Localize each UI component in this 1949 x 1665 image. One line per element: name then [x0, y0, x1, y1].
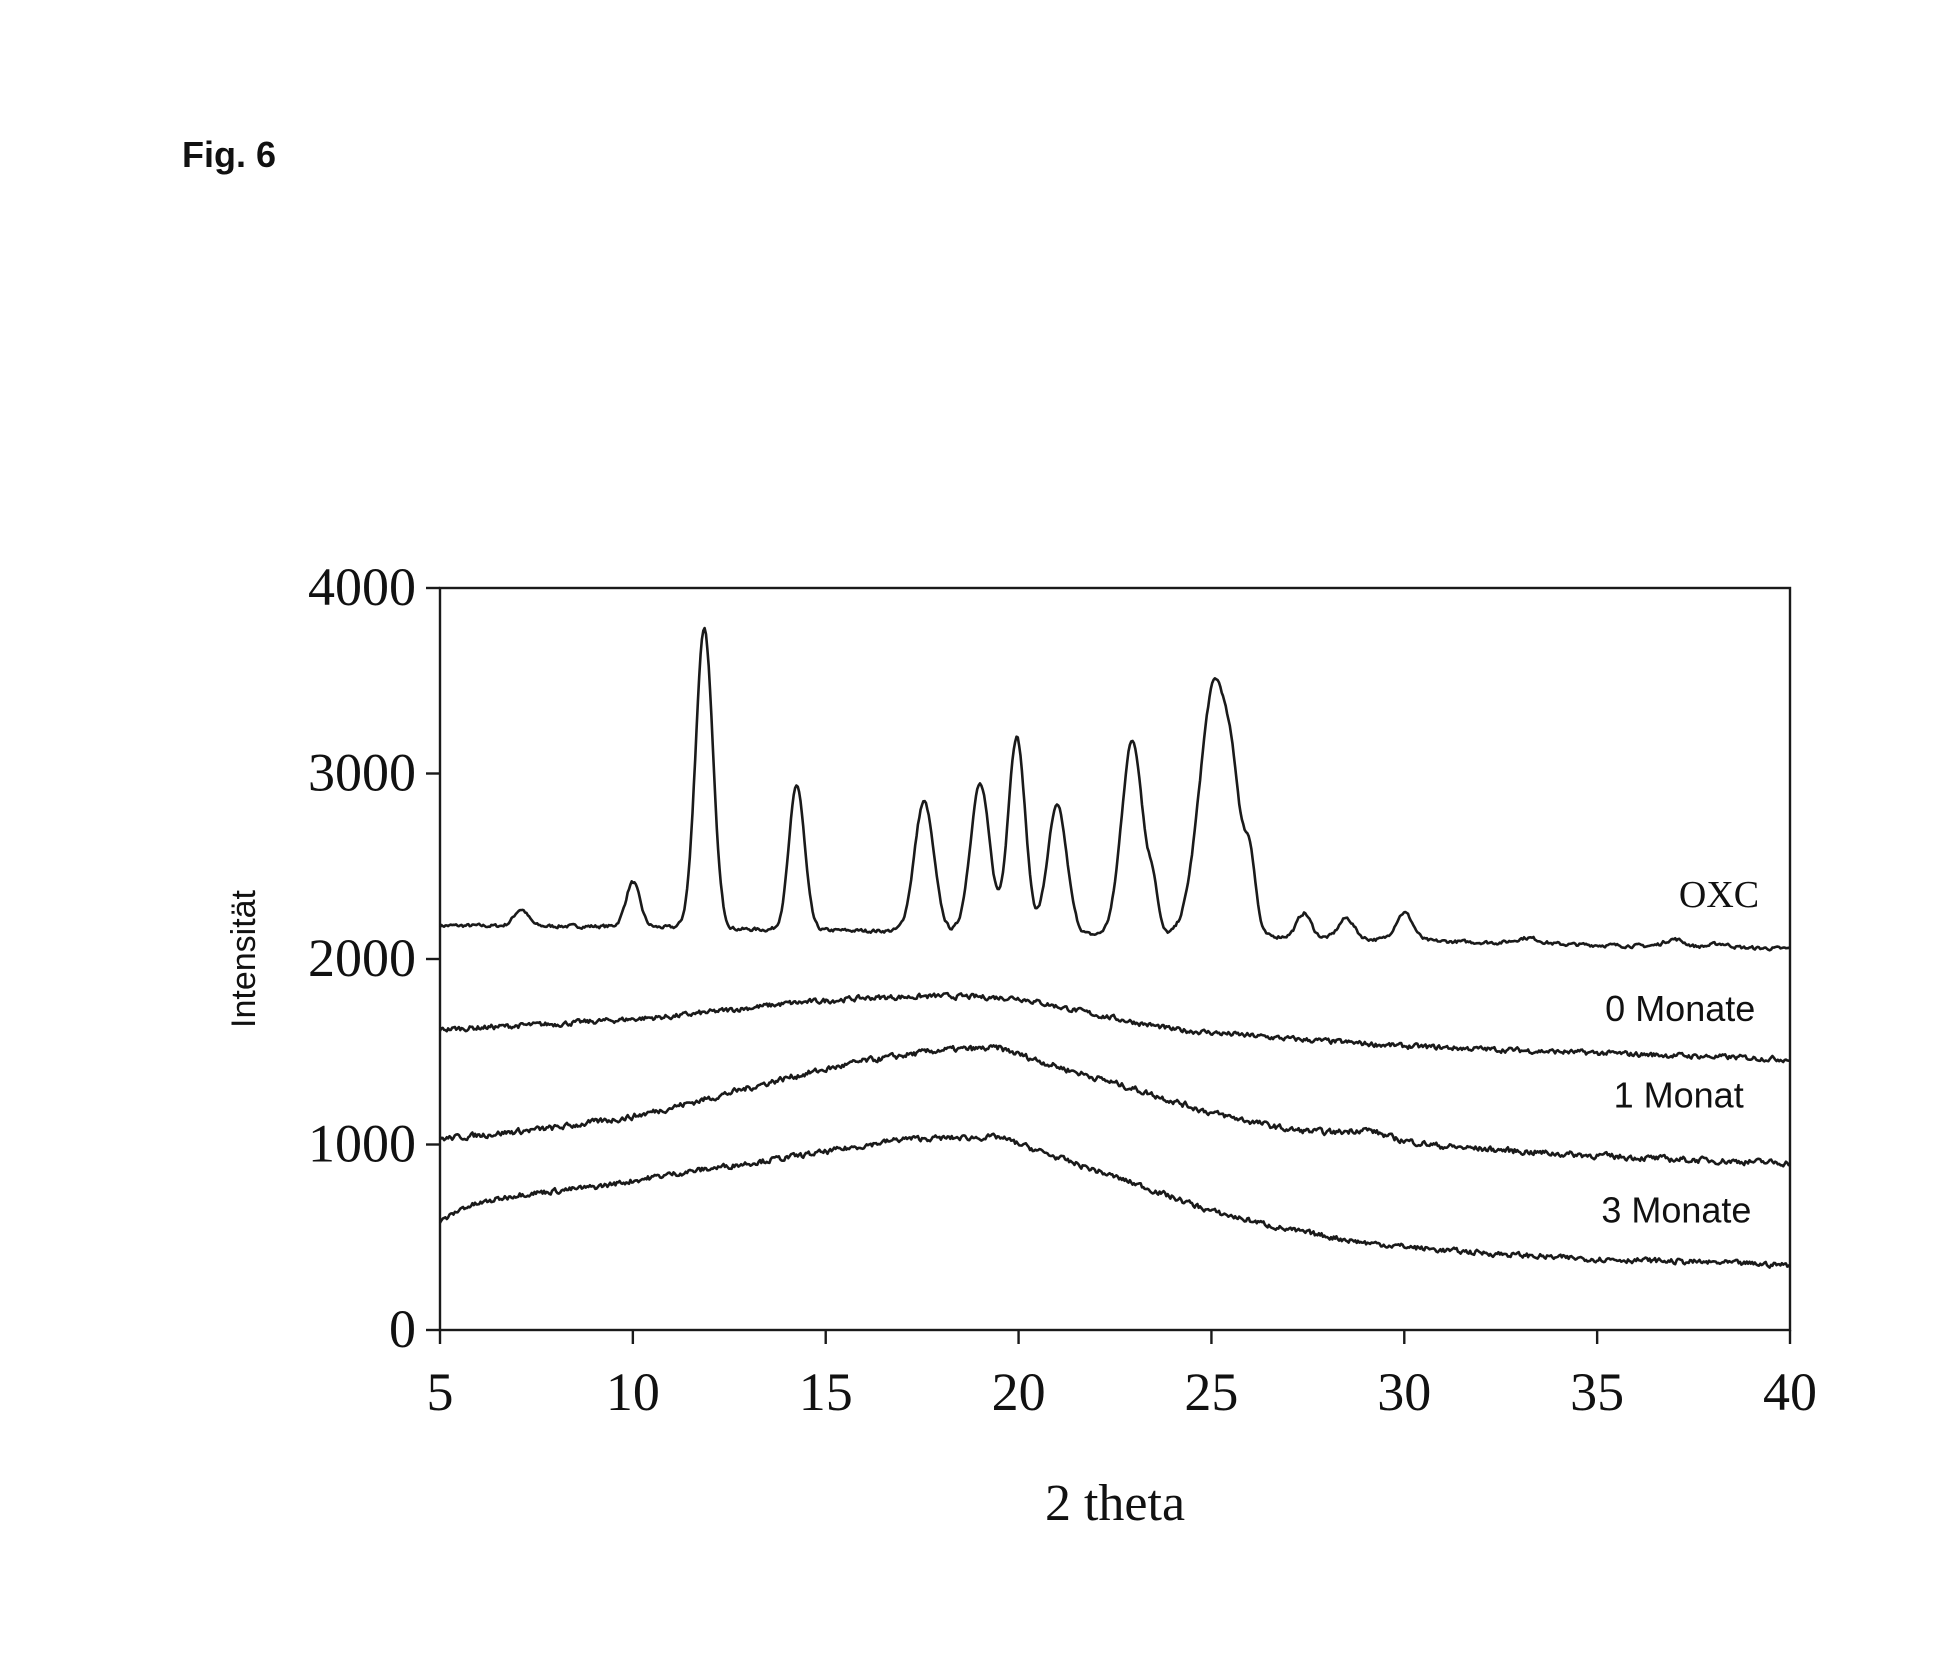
trace-1-monat [440, 1045, 1790, 1166]
x-tick-label: 25 [1184, 1362, 1238, 1422]
y-tick-label: 0 [389, 1299, 416, 1359]
series-label-oxc: OXC [1679, 874, 1759, 916]
trace-0-monate [440, 993, 1790, 1062]
series-label-0-monate: 0 Monate [1605, 988, 1755, 1029]
y-tick-label: 1000 [308, 1114, 416, 1174]
x-tick-label: 35 [1570, 1362, 1624, 1422]
x-tick-label: 10 [606, 1362, 660, 1422]
series-label-1-monat: 1 Monat [1614, 1074, 1744, 1115]
series-label-3-monate: 3 Monate [1601, 1189, 1751, 1230]
y-tick-label: 4000 [308, 557, 416, 617]
x-tick-label: 40 [1763, 1362, 1817, 1422]
x-tick-label: 20 [992, 1362, 1046, 1422]
trace-3-monate [440, 1134, 1790, 1268]
axis-labels: 2 theta Intensität OXC 0 Monate 1 Monat 3 Mon… [225, 874, 1759, 1532]
series-traces [440, 628, 1790, 1268]
plot-frame [440, 588, 1790, 1330]
trace-oxc [440, 628, 1790, 950]
y-axis-title: Intensität [225, 889, 263, 1028]
y-tick-label: 2000 [308, 928, 416, 988]
x-axis-title: 2 theta [1045, 1475, 1185, 1532]
x-tick-label: 15 [799, 1362, 853, 1422]
axis-ticks: 5 10 15 20 25 30 35 40 0 1000 2000 3000 4000 [308, 557, 1817, 1422]
x-tick-label: 30 [1377, 1362, 1431, 1422]
x-tick-label: 5 [427, 1362, 454, 1422]
plot-area-border [440, 588, 1790, 1330]
y-tick-label: 3000 [308, 743, 416, 803]
